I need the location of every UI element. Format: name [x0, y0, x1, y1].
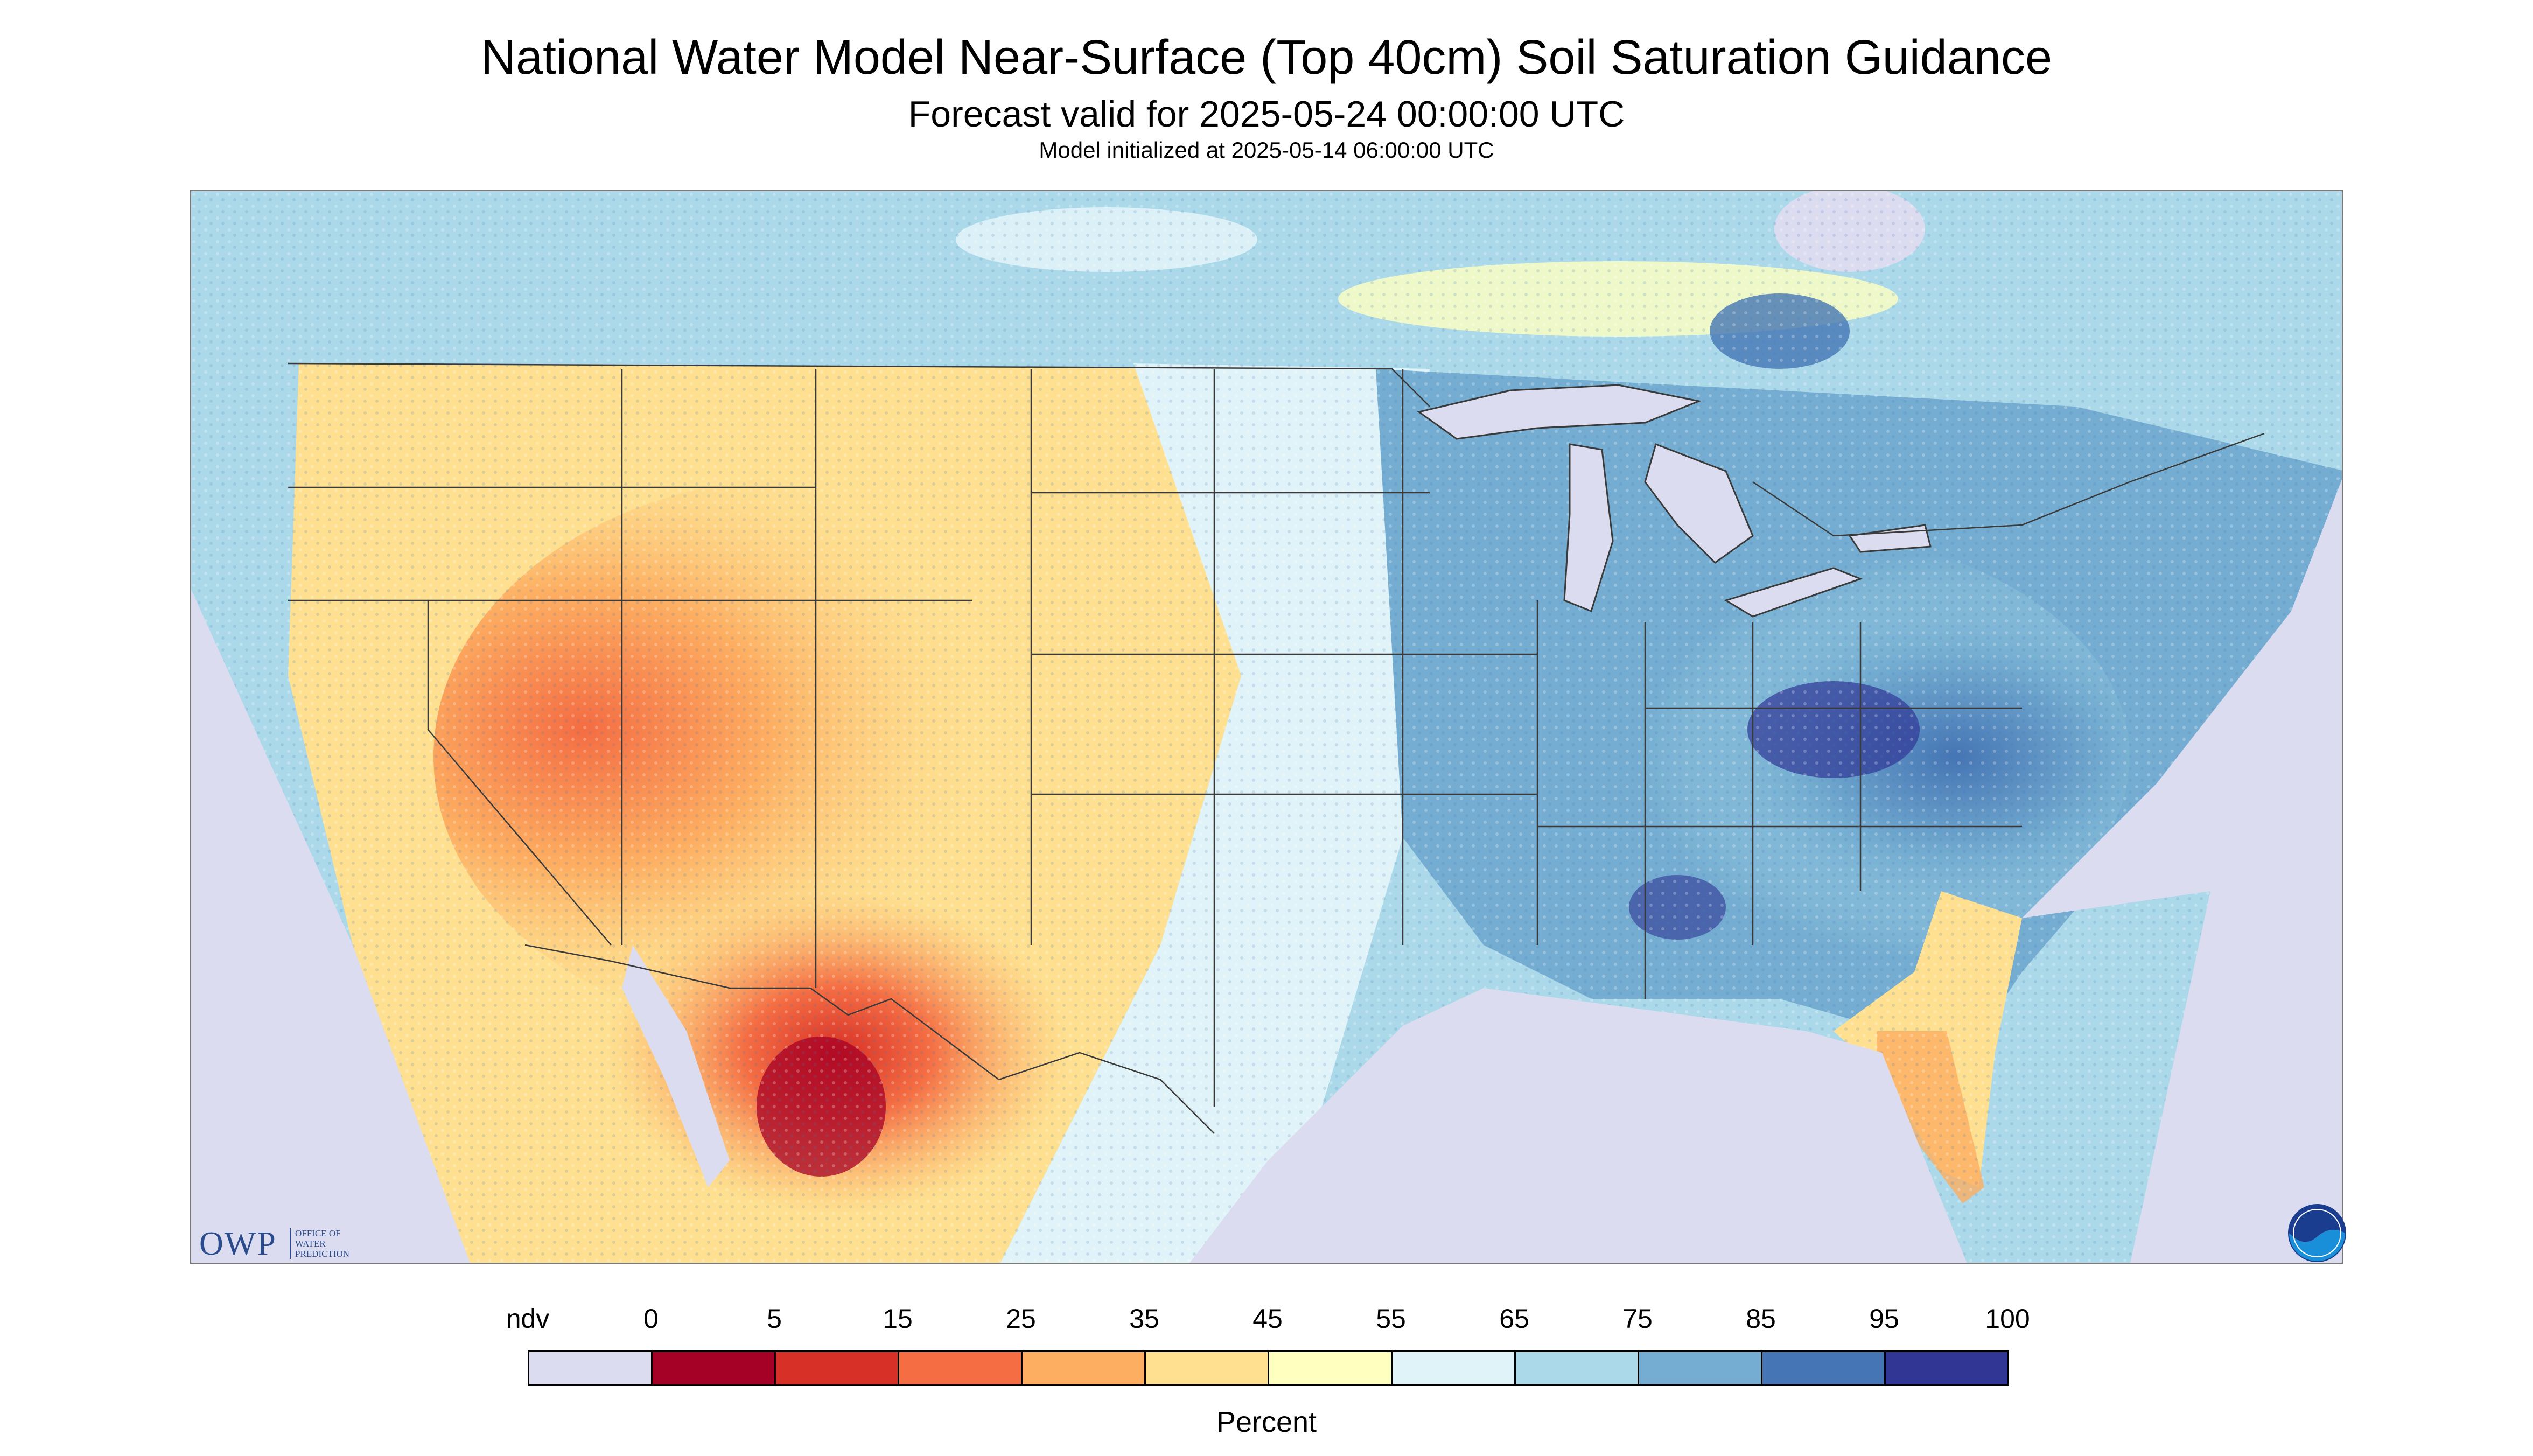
- lake-superior: [1417, 384, 1702, 440]
- legend-label-0: 0: [643, 1304, 659, 1334]
- legend-swatch-15-25: [898, 1350, 1023, 1386]
- us-canada-border: [288, 362, 2265, 537]
- state-lines-central: [1031, 369, 1537, 1107]
- legend-swatch-35-45: [1144, 1350, 1269, 1386]
- owp-logo-text: OWP: [199, 1226, 277, 1262]
- legend-colorbar: [528, 1350, 2009, 1386]
- lake-huron: [1644, 443, 1754, 564]
- legend-swatch-75-85: [1638, 1350, 1762, 1386]
- forecast-valid-time: Forecast valid for 2025-05-24 00:00:00 U…: [908, 94, 1625, 135]
- pacific-ocean: [191, 590, 470, 1263]
- legend-swatch-55-65: [1391, 1350, 1516, 1386]
- map-canvas: [191, 191, 2342, 1263]
- atlantic-ocean: [2022, 479, 2342, 1263]
- texture-overlay: [191, 191, 2342, 1263]
- gulf-of-california: [622, 945, 730, 1187]
- noaa-logo: [2288, 1204, 2346, 1262]
- owp-logo-subtext: OFFICE OF WATER PREDICTION: [290, 1228, 370, 1259]
- legend-label-95: 95: [1869, 1304, 1899, 1334]
- soil-saturation-map[interactable]: [190, 190, 2343, 1264]
- legend-swatch-85-95: [1761, 1350, 1886, 1386]
- legend-label-25: 25: [1006, 1304, 1036, 1334]
- legend-swatch-ndv: [528, 1350, 653, 1386]
- lake-erie: [1724, 567, 1863, 618]
- legend-swatch-25-35: [1021, 1350, 1146, 1386]
- state-lines-west: [288, 369, 1032, 988]
- legend-label-15: 15: [883, 1304, 913, 1334]
- legend-label-35: 35: [1129, 1304, 1159, 1334]
- legend-swatch-45-55: [1268, 1350, 1393, 1386]
- legend-label-45: 45: [1252, 1304, 1283, 1334]
- legend-unit-label: Percent: [1216, 1406, 1317, 1438]
- legend-swatch-0-5: [651, 1350, 776, 1386]
- legend-swatch-5-15: [774, 1350, 899, 1386]
- us-mexico-border: [524, 944, 1215, 1134]
- border-lines: [288, 362, 2265, 1134]
- legend-label-ndv: ndv: [506, 1304, 550, 1334]
- legend-swatch-65-75: [1514, 1350, 1639, 1386]
- legend-label-55: 55: [1376, 1304, 1406, 1334]
- legend-label-100: 100: [1985, 1304, 2030, 1334]
- legend-label-5: 5: [767, 1304, 782, 1334]
- legend-swatch-95-100: [1884, 1350, 2009, 1386]
- model-init-time: Model initialized at 2025-05-14 06:00:00…: [1039, 137, 1494, 163]
- gulf-of-mexico: [1189, 988, 1967, 1263]
- map-title: National Water Model Near-Surface (Top 4…: [480, 31, 2052, 85]
- lake-michigan: [1563, 443, 1614, 612]
- color-legend: ndv 0 5 15 25 35 45 55 65 75 85 95 100 Percent: [0, 1292, 2533, 1443]
- state-lines-east: [1536, 600, 2022, 999]
- legend-label-65: 65: [1499, 1304, 1529, 1334]
- legend-label-85: 85: [1746, 1304, 1776, 1334]
- legend-label-75: 75: [1622, 1304, 1653, 1334]
